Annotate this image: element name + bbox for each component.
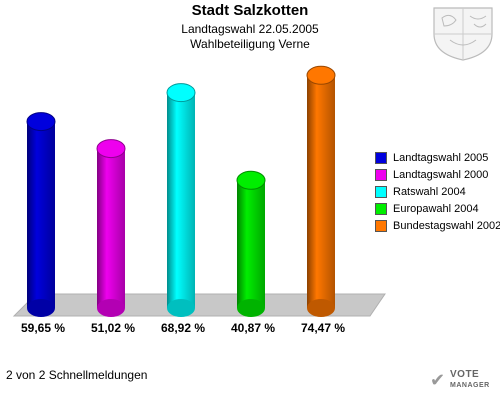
value-label-4: 40,87 %	[231, 321, 275, 335]
bar-3	[166, 83, 196, 317]
coat-of-arms-icon	[433, 7, 493, 61]
bar-2	[96, 139, 126, 317]
legend-label: Landtagswahl 2000	[393, 168, 489, 181]
legend-item-1: Landtagswahl 2005	[375, 149, 500, 166]
value-label-5: 74,47 %	[301, 321, 345, 335]
vote-manager-logo: ✔ VOTE MANAGER	[428, 364, 498, 398]
legend-item-2: Landtagswahl 2000	[375, 166, 500, 183]
footer-text: 2 von 2 Schnellmeldungen	[6, 368, 148, 382]
legend-label: Bundestagswahl 2002	[393, 219, 500, 232]
legend-label: Ratswahl 2004	[393, 185, 466, 198]
legend-swatch	[375, 202, 387, 215]
bar-4	[236, 170, 266, 317]
logo-text-manager: MANAGER	[450, 382, 490, 389]
legend-item-5: Bundestagswahl 2002	[375, 217, 500, 234]
legend-swatch	[375, 185, 387, 198]
legend-label: Europawahl 2004	[393, 202, 479, 215]
bar-5	[306, 65, 336, 317]
chart-subtitle-election: Landtagswahl 22.05.2005	[181, 22, 319, 36]
legend-swatch	[375, 168, 387, 181]
chart-subtitle-district: Wahlbeteiligung Verne	[190, 37, 310, 51]
legend-swatch	[375, 219, 387, 232]
value-label-2: 51,02 %	[91, 321, 135, 335]
legend-item-3: Ratswahl 2004	[375, 183, 500, 200]
logo-text-vote: VOTE	[450, 369, 480, 380]
value-label-1: 59,65 %	[21, 321, 65, 335]
value-label-3: 68,92 %	[161, 321, 205, 335]
legend: Landtagswahl 2005 Landtagswahl 2000 Ratswa…	[375, 149, 500, 234]
legend-label: Landtagswahl 2005	[393, 151, 489, 164]
legend-item-4: Europawahl 2004	[375, 200, 500, 217]
bar-1	[26, 112, 56, 317]
checkmark-icon: ✔	[430, 370, 446, 390]
legend-swatch	[375, 151, 387, 164]
chart-title: Stadt Salzkotten	[191, 2, 309, 19]
